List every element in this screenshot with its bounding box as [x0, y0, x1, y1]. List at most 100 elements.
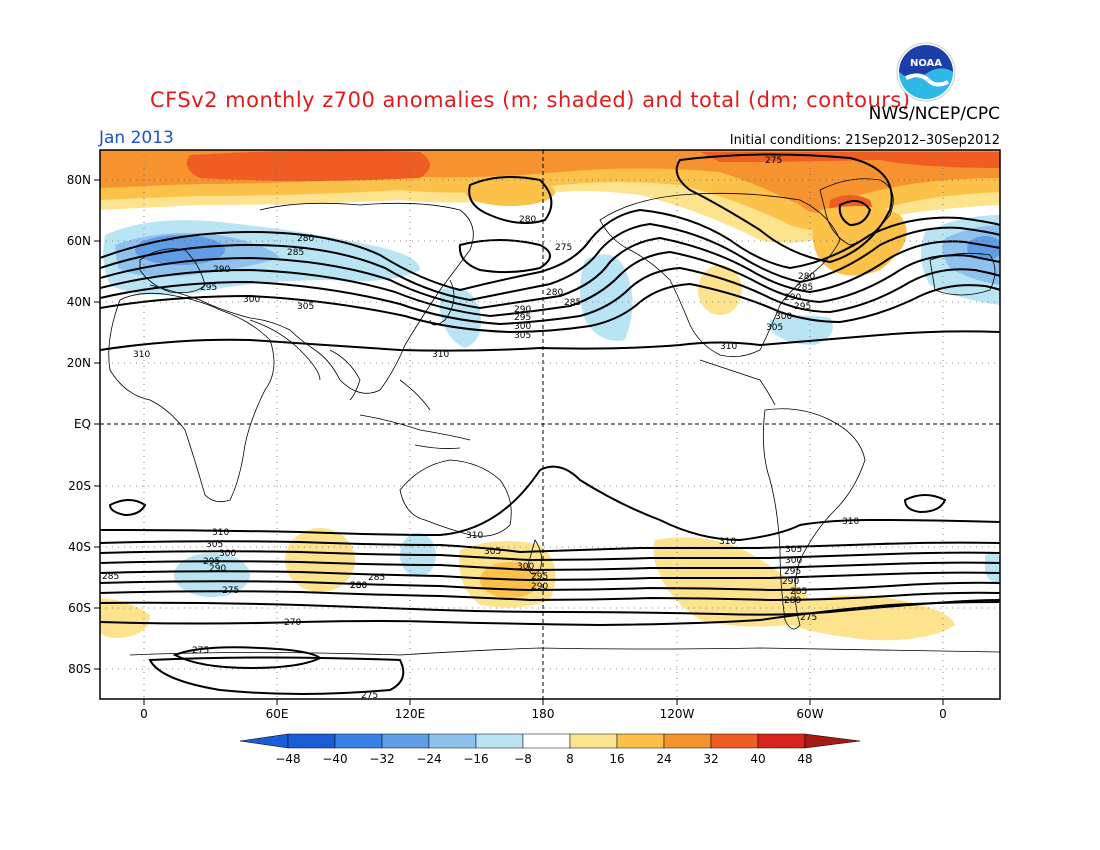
contour-label: 310: [432, 350, 449, 360]
contour-label: 300: [514, 322, 531, 332]
contour-label: 310: [720, 342, 737, 352]
contour-label: 300: [775, 312, 792, 322]
colorbar-label: −8: [514, 752, 532, 766]
contour-label: 275: [222, 586, 239, 596]
colorbar-bin: [757, 733, 806, 749]
contour-label: 285: [368, 573, 385, 583]
contour-label: 275: [361, 691, 378, 701]
lon-ticks: [143, 699, 944, 705]
lon-label: 60E: [266, 707, 289, 721]
lat-label: 80N: [67, 173, 91, 187]
contour-label: 290: [213, 265, 230, 275]
colorbar-label: −32: [369, 752, 394, 766]
contour-label: 305: [785, 545, 802, 555]
lat-labels: 80N 60N 40N 20N EQ 20S 40S 60S 80S: [67, 173, 91, 676]
lat-label: 20N: [67, 356, 91, 370]
colorbar-bin: [616, 733, 665, 749]
lon-label: 0: [140, 707, 148, 721]
colorbar-label: 32: [703, 752, 718, 766]
contour-label: 295: [784, 567, 801, 577]
lon-label: 120E: [395, 707, 426, 721]
contour-label: 310: [212, 528, 229, 538]
noaa-logo: NOAA: [896, 42, 956, 102]
contour-label: 290: [514, 305, 531, 315]
lat-label: 40N: [67, 295, 91, 309]
contour-label: 290: [782, 577, 799, 587]
contour-label: 310: [133, 350, 150, 360]
contour-label: 300: [785, 556, 802, 566]
colorbar-bin: [428, 733, 477, 749]
colorbar-bin: [287, 733, 336, 749]
lat-label: EQ: [74, 417, 91, 431]
colorbar-label: 8: [566, 752, 574, 766]
colorbar-label: 16: [609, 752, 624, 766]
graticule: [100, 150, 1000, 699]
colorbar-label: −40: [322, 752, 347, 766]
lat-label: 80S: [68, 662, 91, 676]
contour-label: 295: [531, 572, 548, 582]
contour-label: 275: [800, 613, 817, 623]
lon-label: 60W: [796, 707, 823, 721]
equator-dateline: [100, 150, 1000, 699]
contour-label: 300: [517, 562, 534, 572]
colorbar: −48 −40 −32 −24 −16 −8 8 16 24 32 40 48: [239, 733, 861, 766]
forecast-period: Jan 2013: [99, 128, 174, 148]
colorbar-high-arrow: [804, 733, 861, 749]
contour-labels: 275 280 280 285 290 295 300 305 310 310 …: [102, 156, 859, 701]
contour-label: 305: [514, 331, 531, 341]
colorbar-label: −16: [463, 752, 488, 766]
lat-ticks: [94, 179, 100, 670]
lat-label: 40S: [68, 540, 91, 554]
contour-label: 295: [514, 313, 531, 323]
contour-label: 275: [765, 156, 782, 166]
colorbar-bin: [522, 733, 571, 749]
colorbar-label: −24: [416, 752, 441, 766]
lon-labels: 0 60E 120E 180 120W 60W 0: [140, 707, 947, 721]
contour-label: 295: [200, 283, 217, 293]
colorbar-bin: [381, 733, 430, 749]
colorbar-bin: [475, 733, 524, 749]
contour-label: 310: [719, 537, 736, 547]
lon-label: 0: [939, 707, 947, 721]
contour-label: 305: [206, 540, 223, 550]
contour-label: 295: [794, 302, 811, 312]
contour-label: 280: [350, 581, 367, 591]
anomaly-shading: [100, 150, 1000, 641]
lat-label: 20S: [68, 479, 91, 493]
contour-label: 275: [555, 243, 572, 253]
contour-label: 285: [102, 572, 119, 582]
lon-label: 180: [532, 707, 555, 721]
contour-label: 280: [546, 288, 563, 298]
contour-label: 285: [790, 587, 807, 597]
contour-label: 285: [287, 248, 304, 258]
contour-label: 270: [284, 618, 301, 628]
lat-label: 60N: [67, 234, 91, 248]
height-contours: [100, 153, 1000, 695]
contour-label: 295: [203, 557, 220, 567]
contour-label: 305: [484, 547, 501, 557]
initial-conditions: Initial conditions: 21Sep2012–30Sep2012: [729, 133, 1000, 148]
contour-label: 280: [297, 234, 314, 244]
contour-label: 305: [766, 323, 783, 333]
contour-label: 310: [842, 517, 859, 527]
contour-label: 280: [350, 581, 367, 591]
lat-label: 60S: [68, 601, 91, 615]
contour-label: 300: [219, 549, 236, 559]
colorbar-label: 48: [797, 752, 812, 766]
colorbar-bin: [569, 733, 618, 749]
colorbar-bin: [663, 733, 712, 749]
contour-label: 305: [297, 302, 314, 312]
colorbar-label: −48: [275, 752, 300, 766]
contour-label: 280: [784, 596, 801, 606]
contour-label: 285: [796, 283, 813, 293]
contour-label: 290: [531, 582, 548, 592]
map-title: CFSv2 monthly z700 anomalies (m; shaded)…: [150, 88, 911, 112]
contour-label: 285: [564, 298, 581, 308]
contour-label: 290: [784, 293, 801, 303]
colorbar-label: 40: [750, 752, 765, 766]
contour-label: 300: [243, 295, 260, 305]
lon-label: 120W: [660, 707, 695, 721]
contour-label: 310: [466, 531, 483, 541]
contour-label: 290: [209, 564, 226, 574]
